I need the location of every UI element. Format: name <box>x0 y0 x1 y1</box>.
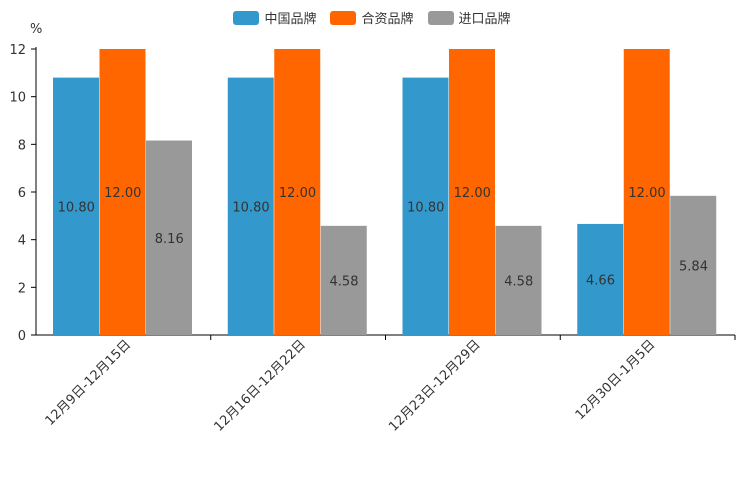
bar <box>402 77 449 335</box>
x-tick-label: 12月16日-12月22日 <box>211 337 308 434</box>
legend-label-china: 中国品牌 <box>264 12 317 27</box>
bar <box>53 77 99 335</box>
legend-swatch-joint <box>330 10 357 25</box>
bar <box>623 49 670 335</box>
bar <box>274 49 321 335</box>
bar <box>146 140 192 335</box>
legend-item-joint[interactable]: 合资品牌 <box>330 8 414 27</box>
y-tick-label: 10 <box>9 91 26 106</box>
bar <box>320 225 367 335</box>
legend-swatch-china <box>233 10 260 25</box>
x-tick-label: 12月9日-12月15日 <box>43 337 135 429</box>
y-tick-label: 2 <box>18 281 26 296</box>
x-tick-label: 12月30日-1月5日 <box>573 337 659 423</box>
legend-swatch-import <box>427 10 454 25</box>
data-label: 4.66 <box>586 273 615 288</box>
bar <box>670 195 717 335</box>
bar <box>99 49 146 335</box>
y-tick-label: 12 <box>9 43 26 58</box>
x-tick-label: 12月23日-12月29日 <box>386 337 483 434</box>
data-label: 12.00 <box>104 186 141 201</box>
bar <box>577 223 624 335</box>
y-axis-unit-label: % <box>30 22 42 37</box>
y-tick-label: 4 <box>18 234 26 249</box>
data-label: 12.00 <box>454 186 491 201</box>
legend-label-import: 进口品牌 <box>458 12 511 27</box>
data-label: 10.80 <box>232 200 269 215</box>
data-label: 12.00 <box>279 186 316 201</box>
bar <box>495 225 542 335</box>
y-tick-label: 0 <box>18 329 26 344</box>
data-label: 4.58 <box>330 274 359 289</box>
data-label: 5.84 <box>679 259 708 274</box>
y-tick-label: 8 <box>18 138 26 153</box>
legend-item-import[interactable]: 进口品牌 <box>427 8 511 27</box>
data-label: 4.58 <box>504 274 533 289</box>
plot-area: 0 2 4 6 8 10 12 10.80 12.00 8.16 12月9日-12月15日 10.80… <box>9 43 736 435</box>
y-tick-label: 6 <box>18 186 26 201</box>
data-label: 10.80 <box>58 200 95 215</box>
bar <box>227 77 274 335</box>
data-label: 8.16 <box>155 232 184 247</box>
data-label: 12.00 <box>628 186 665 201</box>
legend-item-china[interactable]: 中国品牌 <box>233 8 316 27</box>
legend: 中国品牌 合资品牌 进口品牌 <box>0 8 744 27</box>
bar <box>449 49 495 335</box>
data-label: 10.80 <box>407 200 444 215</box>
legend-label-joint: 合资品牌 <box>361 12 414 27</box>
